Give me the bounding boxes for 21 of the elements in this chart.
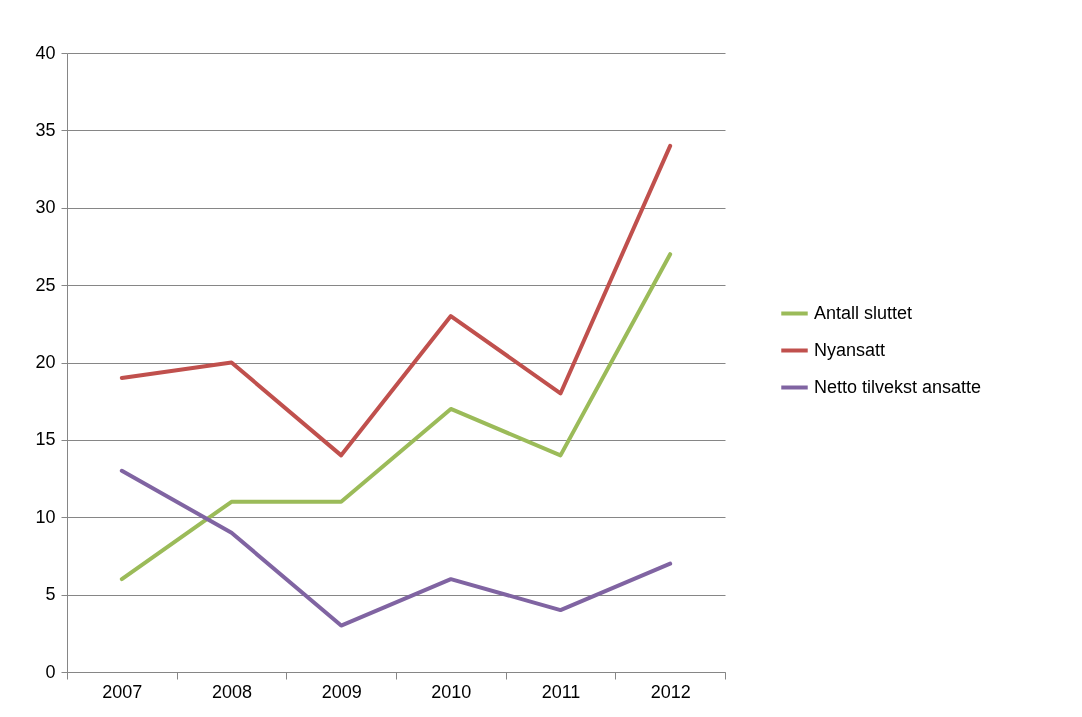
y-tick-label: 40 — [35, 42, 56, 63]
x-tick-label: 2011 — [541, 681, 581, 702]
y-tick-label: 0 — [45, 661, 56, 682]
line-series — [119, 143, 673, 458]
line-series — [119, 468, 673, 628]
y-tick-label: 5 — [45, 584, 56, 605]
y-tick-label: 15 — [35, 429, 56, 450]
y-tick-label: 35 — [35, 119, 56, 140]
y-tick-label: 30 — [35, 197, 56, 218]
x-tick-label: 2007 — [102, 681, 143, 702]
legend-label: Netto tilvekst ansatte — [814, 376, 982, 397]
x-tick-label: 2010 — [431, 681, 472, 702]
y-tick-label: 10 — [35, 506, 56, 527]
line-series — [119, 252, 673, 582]
x-tick-label: 2012 — [650, 681, 691, 702]
legend-label: Nyansatt — [814, 339, 886, 360]
y-tick-label: 25 — [35, 274, 56, 295]
x-tick-label: 2008 — [211, 681, 253, 702]
y-tick-label: 20 — [35, 352, 56, 372]
legend-label: Antall sluttet — [814, 302, 913, 323]
x-tick-label: 2009 — [321, 681, 362, 702]
